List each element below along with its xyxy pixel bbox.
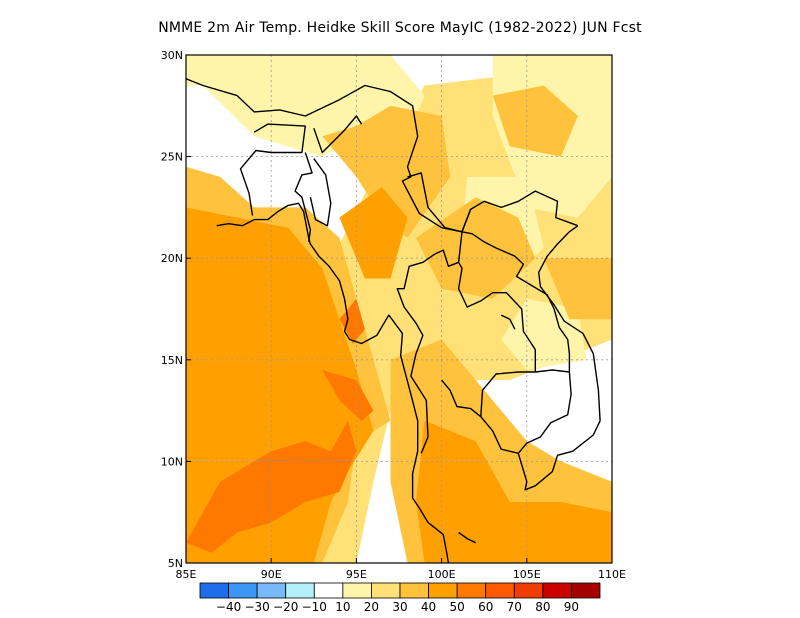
colorbar-label: 20 [364, 600, 379, 614]
colorbar-label: 80 [535, 600, 550, 614]
boundary-line-2 [294, 152, 313, 242]
boundary-line-14 [500, 314, 516, 330]
boundary-line-5 [216, 202, 450, 563]
boundary-line-12 [461, 231, 571, 372]
lat-tick-label: 25N [161, 151, 183, 164]
colorbar-swatch-10 [485, 582, 515, 599]
colorbar-swatch-6 [371, 582, 401, 599]
colorbar-label: 50 [450, 600, 465, 614]
boundary-line-0 [186, 77, 579, 233]
colorbar-label: 10 [335, 600, 350, 614]
colorbar-swatch-11 [513, 582, 544, 599]
colorbar-label: −20 [273, 600, 298, 614]
lat-tick-label: 10N [161, 455, 183, 468]
skill-region-50-17 [322, 370, 374, 421]
colorbar-label: 60 [478, 600, 493, 614]
colorbar-label: 70 [507, 600, 522, 614]
colorbar-label: −40 [216, 600, 241, 614]
boundary-line-7 [396, 172, 463, 454]
lon-tick-label: 85E [176, 568, 197, 581]
boundary-line-8 [461, 209, 472, 233]
skill-region-30-7 [322, 105, 451, 238]
lat-tick-label: 20N [161, 252, 183, 265]
coastlines-borders [186, 77, 601, 563]
lon-tick-label: 105E [513, 568, 541, 581]
colorbar-swatch-9 [456, 582, 487, 599]
colorbar-label: 40 [421, 600, 436, 614]
lat-tick-label: 5N [168, 557, 183, 570]
colorbar-swatch-4 [313, 582, 344, 599]
skill-region-40-14 [416, 420, 612, 563]
skill-region-30-11 [543, 258, 612, 320]
boundary-line-1 [239, 123, 306, 216]
colorbar-swatch-12 [542, 582, 572, 599]
colorbar-label: 30 [392, 600, 407, 614]
colorbar-swatch-0 [199, 582, 229, 599]
lon-tick-label: 110E [598, 568, 626, 581]
axis-ticks: 85E 90E 95E 100E 105E 110E 5N 10N 15N 20N 25N 30N [161, 49, 626, 581]
boundary-line-13 [458, 531, 477, 544]
lon-tick-label: 100E [428, 568, 456, 581]
map-title: NMME 2m Air Temp. Heidke Skill Score May… [158, 20, 642, 36]
colorbar-swatch-13 [571, 582, 601, 599]
boundary-line-3 [313, 115, 363, 154]
gridlines [186, 55, 612, 563]
colorbar: −40 −30 −20 −10 10 20 30 40 50 60 70 80 90 [199, 582, 601, 614]
boundary-line-4 [309, 158, 332, 227]
skill-region-50-16 [339, 298, 365, 344]
plot-area [185, 54, 613, 564]
skill-field [186, 55, 612, 563]
colorbar-swatch-8 [428, 582, 458, 599]
colorbar-label: 90 [564, 600, 579, 614]
colorbar-label: −10 [302, 600, 327, 614]
lat-tick-label: 15N [161, 354, 183, 367]
colorbar-swatch-1 [228, 582, 258, 599]
lon-tick-label: 95E [346, 568, 367, 581]
skill-region-30-8 [416, 197, 536, 299]
colorbar-swatch-7 [399, 582, 429, 599]
skill-region-30-10 [492, 85, 578, 157]
colorbar-label: −30 [244, 600, 269, 614]
boundary-line-10 [480, 371, 536, 417]
lat-tick-label: 30N [161, 49, 183, 62]
boundary-line-6 [441, 225, 601, 491]
boundary-line-9 [457, 261, 536, 372]
colorbar-swatch-2 [256, 582, 287, 599]
colorbar-swatch-3 [285, 582, 315, 599]
plot-frame [185, 54, 613, 564]
boundary-line-11 [517, 369, 572, 454]
colorbar-swatch-5 [342, 582, 372, 599]
lon-tick-label: 90E [261, 568, 282, 581]
